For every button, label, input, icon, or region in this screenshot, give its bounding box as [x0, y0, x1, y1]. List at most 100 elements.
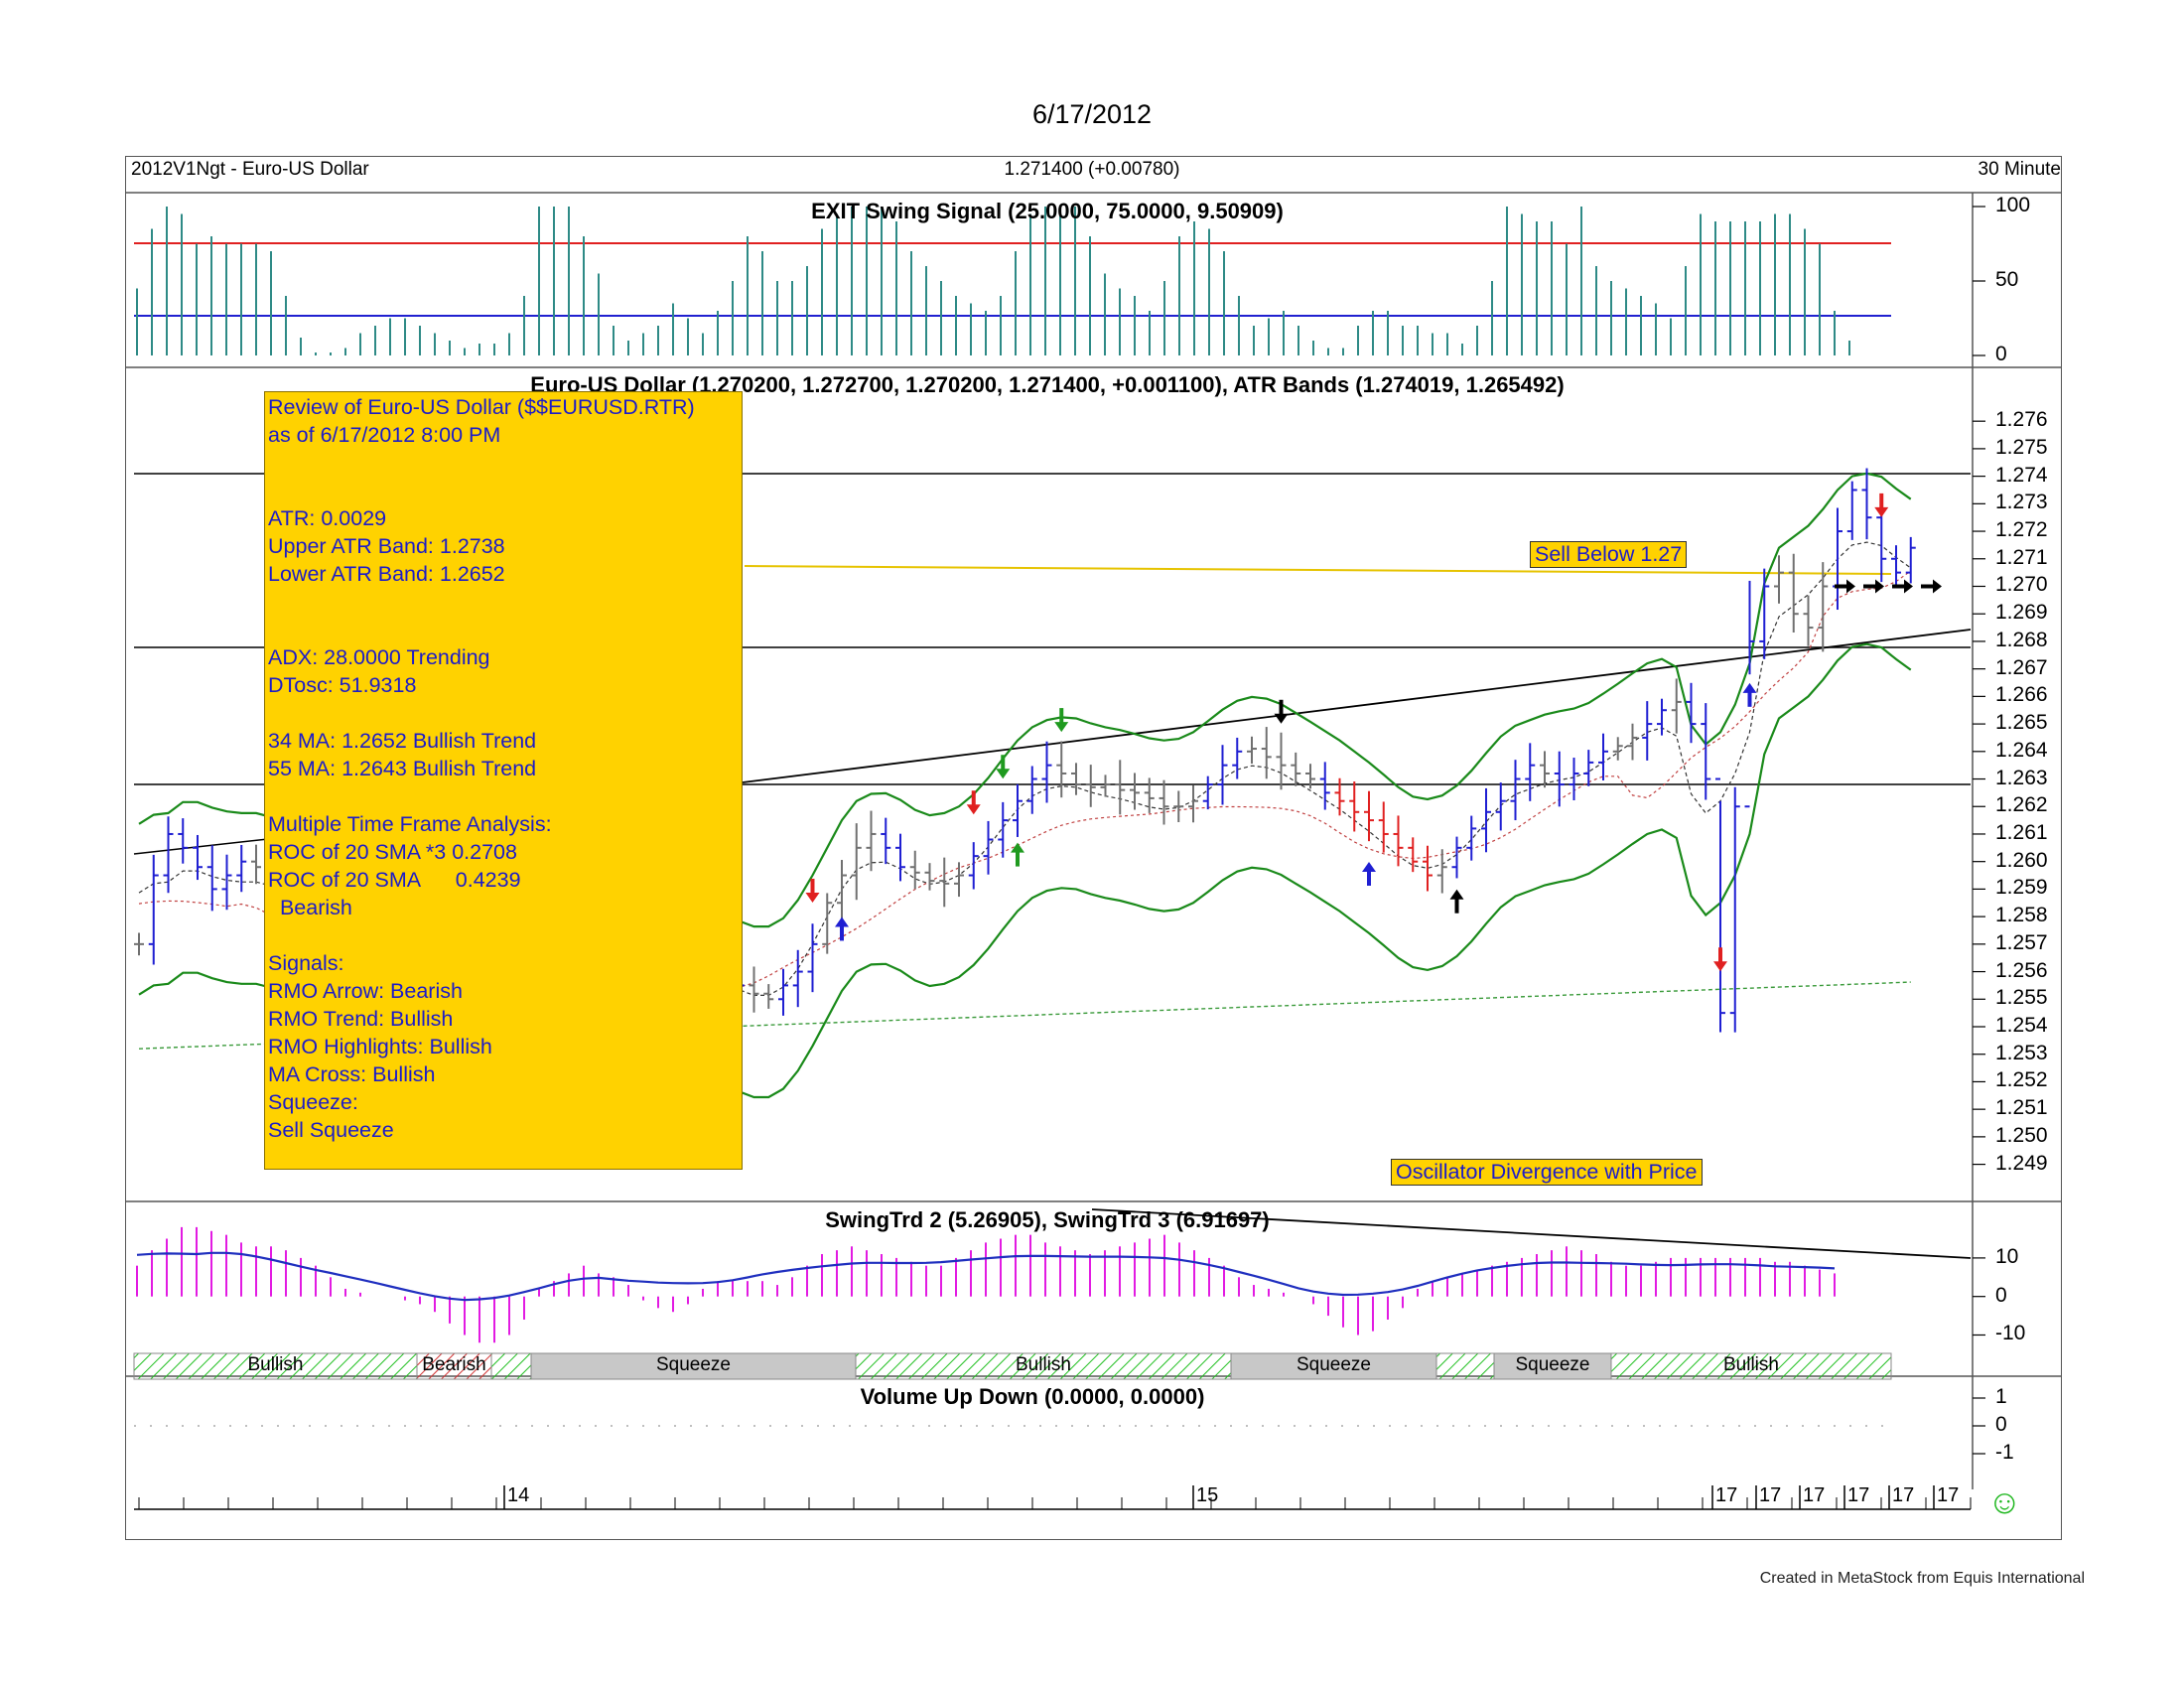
ohlc-bar [939, 857, 950, 908]
sell-below-callout: Sell Below 1.27 [1530, 541, 1688, 568]
down-arrow-icon [966, 790, 981, 815]
ohlc-bar [1115, 760, 1126, 815]
ohlc-bar [1319, 762, 1330, 810]
info-line-12: 34 MA: 1.2652 Bullish Trend [268, 729, 537, 753]
signal-band-label: Bullish [1723, 1354, 1779, 1375]
price-y-label: 1.275 [1995, 435, 2048, 459]
ohlc-bar [749, 966, 759, 1013]
info-line-10: DTosc: 51.9318 [268, 673, 417, 697]
price-y-label: 1.254 [1995, 1014, 2048, 1037]
ohlc-bar [251, 844, 261, 885]
price-y-label: 1.263 [1995, 766, 2048, 789]
ohlc-bar [1393, 815, 1404, 867]
price-y-label: 1.265 [1995, 711, 2048, 735]
x-tick-label: 15 [1196, 1484, 1219, 1506]
swing-y-label: -10 [1995, 1322, 2026, 1345]
down-arrow-icon [1274, 699, 1289, 724]
ohlc-bar [1481, 787, 1491, 853]
signal-band [1435, 1352, 1495, 1380]
info-line-16: ROC of 20 SMA *3 0.2708 [268, 840, 517, 864]
ohlc-bar [1276, 732, 1287, 790]
right-arrow-icon [1835, 579, 1855, 594]
ohlc-bar [163, 816, 174, 894]
info-line-8 [268, 616, 739, 643]
info-line-26: Sell Squeeze [268, 1118, 394, 1142]
price-y-label: 1.267 [1995, 655, 2048, 679]
ohlc-bar [1041, 741, 1052, 803]
ohlc-bar [1510, 760, 1521, 821]
ohlc-bar [983, 820, 994, 875]
right-arrow-icon [1863, 579, 1884, 594]
info-line-22: RMO Trend: Bullish [268, 1007, 454, 1031]
trendline-upper [133, 838, 269, 855]
x-axis [134, 1485, 1972, 1510]
exit-y-label: 0 [1995, 343, 2007, 365]
down-arrow-icon [805, 878, 820, 903]
signal-band-label: Bullish [247, 1354, 304, 1375]
timeframe: 30 Minute [1978, 159, 2061, 180]
price-y-label: 1.252 [1995, 1068, 2048, 1092]
info-line-2 [268, 449, 739, 477]
ohlc-bar [1305, 764, 1315, 789]
x-tick-label: 17 [1759, 1484, 1782, 1506]
ohlc-bar [134, 932, 144, 956]
info-line-4: ATR: 0.0029 [268, 506, 387, 530]
volume-y-label: -1 [1995, 1441, 2014, 1464]
x-tick-label: 14 [507, 1484, 530, 1506]
swing-divergence-line [1091, 1208, 1972, 1259]
ohlc-bar [866, 810, 877, 872]
swing-y-label: 10 [1995, 1244, 2019, 1268]
price-y-label: 1.259 [1995, 876, 2048, 900]
ohlc-bar [1686, 682, 1697, 744]
volume-y-label: 0 [1995, 1413, 2007, 1436]
swing-panel-title: SwingTrd 2 (5.26905), SwingTrd 3 (6.9169… [825, 1207, 1270, 1232]
ohlc-bar [1833, 507, 1843, 611]
exit-signal-bars [136, 207, 1850, 355]
price-y-label: 1.256 [1995, 958, 2048, 982]
price-y-label: 1.261 [1995, 820, 2048, 844]
ohlc-bar [1583, 750, 1594, 786]
x-tick-label: 17 [1715, 1484, 1738, 1506]
ohlc-bar [1774, 555, 1784, 604]
price-y-label: 1.266 [1995, 683, 2048, 707]
ohlc-bar [1378, 801, 1389, 853]
ohlc-bar [1495, 782, 1506, 831]
footer-credit: Created in MetaStock from Equis Internat… [1759, 1570, 2085, 1587]
ohlc-bar [1627, 723, 1638, 761]
info-line-14 [268, 782, 739, 810]
exit-panel-title: EXIT Swing Signal (25.0000, 75.0000, 9.5… [811, 199, 1284, 223]
ohlc-bar [1701, 703, 1711, 800]
ohlc-bar [1861, 468, 1872, 540]
ohlc-bar [1085, 765, 1096, 807]
ohlc-bar [1173, 790, 1184, 822]
down-arrow-icon [996, 755, 1011, 779]
ohlc-bar [1013, 783, 1023, 837]
x-tick-label: 17 [1847, 1484, 1870, 1506]
ohlc-bar [1217, 745, 1228, 805]
price-y-label: 1.255 [1995, 986, 2048, 1010]
ohlc-bar [193, 834, 203, 881]
swing-y-label: 0 [1995, 1283, 2007, 1307]
review-info-box: Review of Euro-US Dollar ($$EURUSD.RTR) a… [264, 391, 743, 1170]
ohlc-bar [1846, 481, 1857, 540]
ohlc-bar [1130, 773, 1140, 810]
page-title: 6/17/2012 [1031, 99, 1153, 129]
ohlc-bar [1612, 737, 1623, 761]
ohlc-bar [763, 984, 774, 1009]
ohlc-bar [1451, 836, 1462, 879]
ohlc-bar [1642, 701, 1653, 761]
price-y-label: 1.253 [1995, 1041, 2048, 1064]
signal-band [133, 1352, 418, 1380]
down-arrow-icon [1054, 708, 1069, 733]
down-arrow-icon [1874, 493, 1889, 517]
signal-arrows [556, 493, 1942, 1010]
price-y-label: 1.251 [1995, 1096, 2048, 1120]
info-line-20: Signals: [268, 951, 344, 975]
info-line-1: as of 6/17/2012 8:00 PM [268, 423, 501, 447]
ohlc-bar [1540, 751, 1550, 788]
chart-frame [125, 156, 2062, 1540]
signal-band-label: Squeeze [1296, 1354, 1371, 1375]
ohlc-bar [1071, 763, 1081, 795]
ohlc-bar [881, 817, 891, 865]
swing-trend-line [136, 1251, 1836, 1302]
